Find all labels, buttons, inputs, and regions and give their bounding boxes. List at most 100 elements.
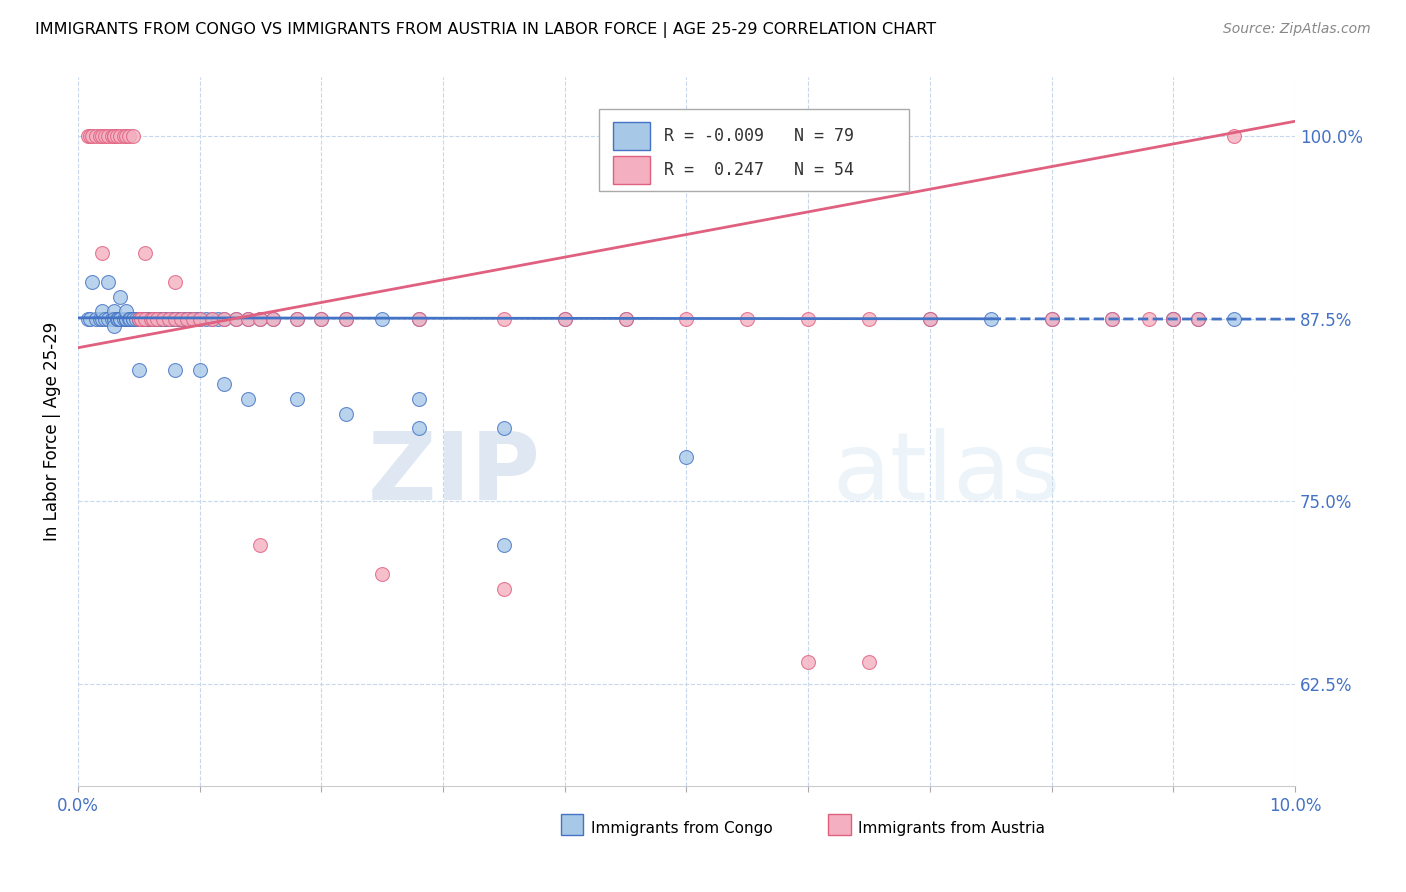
Point [735, 311, 758, 326]
Point [165, 311, 187, 326]
Text: Immigrants from Austria: Immigrants from Austria [858, 821, 1045, 836]
Point [82, 128, 104, 143]
Point [149, 311, 172, 326]
Point [93, 128, 115, 143]
FancyBboxPatch shape [613, 156, 650, 185]
Point [238, 311, 260, 326]
Point [115, 311, 138, 326]
Point [408, 311, 430, 326]
Point [82, 275, 104, 289]
Point [110, 290, 132, 304]
Point [115, 311, 138, 326]
Point [129, 311, 152, 326]
Point [138, 311, 160, 326]
Point [188, 311, 211, 326]
Point [101, 311, 124, 326]
Point [107, 311, 129, 326]
Point [128, 362, 150, 376]
Point [614, 311, 637, 326]
Point [1101, 311, 1123, 326]
Point [179, 311, 201, 326]
Point [103, 128, 125, 143]
Point [118, 128, 141, 143]
Point [492, 538, 515, 552]
Text: atlas: atlas [832, 428, 1060, 520]
Point [335, 311, 357, 326]
Point [146, 311, 169, 326]
Point [162, 311, 184, 326]
Point [105, 311, 128, 326]
Point [201, 311, 224, 326]
Point [183, 311, 205, 326]
Point [371, 567, 394, 582]
Point [335, 407, 357, 421]
Point [91, 245, 114, 260]
Point [115, 128, 138, 143]
Point [238, 392, 260, 406]
Point [918, 311, 941, 326]
Point [675, 450, 697, 465]
Point [492, 311, 515, 326]
Text: R =  0.247   N = 54: R = 0.247 N = 54 [665, 161, 855, 179]
Point [492, 421, 515, 435]
Point [918, 311, 941, 326]
Point [129, 311, 152, 326]
Point [858, 655, 880, 669]
Point [188, 362, 211, 376]
Point [554, 311, 576, 326]
Point [110, 311, 132, 326]
Point [134, 311, 156, 326]
Point [142, 311, 165, 326]
Point [262, 311, 284, 326]
Point [157, 311, 180, 326]
Point [103, 304, 125, 318]
Point [285, 311, 308, 326]
Point [408, 421, 430, 435]
Point [614, 311, 637, 326]
Point [285, 392, 308, 406]
Point [225, 311, 247, 326]
Point [125, 311, 148, 326]
Point [105, 128, 128, 143]
Point [176, 311, 198, 326]
Point [134, 311, 156, 326]
Point [139, 311, 162, 326]
Point [128, 311, 150, 326]
Point [139, 311, 162, 326]
Point [858, 311, 880, 326]
Point [1161, 311, 1184, 326]
Point [238, 311, 260, 326]
Point [91, 304, 114, 318]
Point [166, 311, 188, 326]
Point [170, 311, 193, 326]
Point [134, 311, 156, 326]
Point [1161, 311, 1184, 326]
Point [157, 311, 180, 326]
Point [408, 311, 430, 326]
Point [212, 377, 235, 392]
Point [1137, 311, 1160, 326]
Point [1040, 311, 1063, 326]
Point [115, 304, 138, 318]
Point [165, 311, 187, 326]
Point [183, 311, 205, 326]
Point [89, 311, 111, 326]
Point [408, 392, 430, 406]
Point [1161, 311, 1184, 326]
Point [84, 128, 107, 143]
Point [249, 311, 271, 326]
FancyBboxPatch shape [599, 110, 910, 191]
Point [1223, 128, 1246, 143]
FancyBboxPatch shape [613, 122, 650, 151]
Point [152, 311, 174, 326]
Text: Immigrants from Congo: Immigrants from Congo [591, 821, 772, 836]
Point [371, 311, 394, 326]
Point [335, 311, 357, 326]
Point [675, 311, 697, 326]
Point [201, 311, 224, 326]
Point [121, 311, 143, 326]
Point [139, 311, 162, 326]
Point [93, 311, 115, 326]
Point [76, 311, 98, 326]
Point [207, 311, 229, 326]
